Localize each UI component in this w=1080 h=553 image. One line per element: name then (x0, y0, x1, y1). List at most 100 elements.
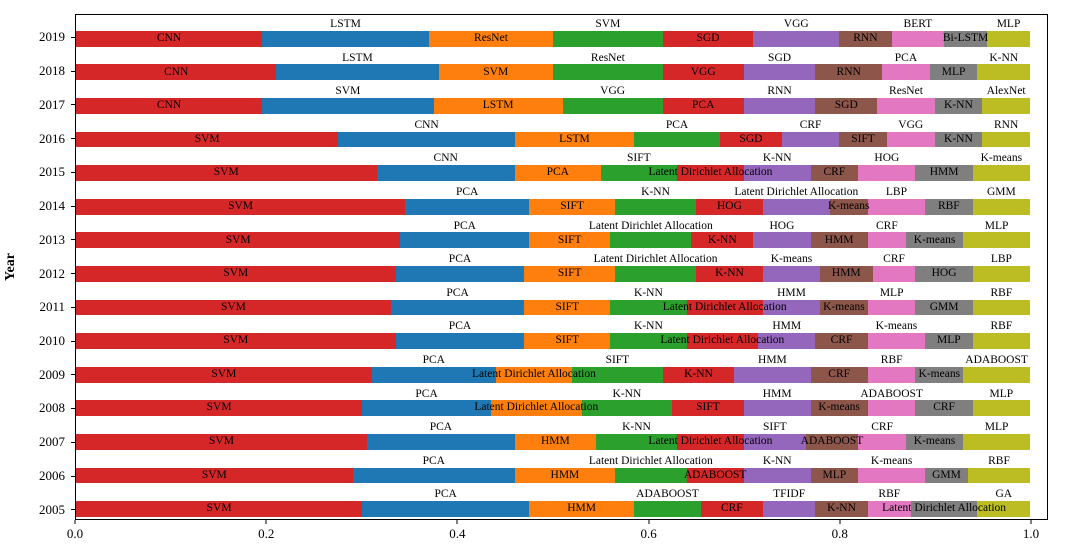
segment-label-inside: SIFT (555, 334, 580, 347)
segment-label-above: PCA (665, 118, 689, 131)
bar-segment (858, 165, 916, 181)
bar-segment (972, 333, 1030, 349)
bar-segment: RBF (925, 198, 973, 215)
above-bar-labels: PCA K-NN HMM MLP RBF (76, 285, 1030, 299)
y-tick-label: 2009 (39, 366, 65, 382)
bar-segment (972, 299, 1030, 316)
bar-segment (972, 400, 1030, 417)
bar-segment: Latent Dirichlet Allocation (472, 366, 596, 383)
above-bar-labels: PCA K-NN Latent Dirichlet Allocation LBP GMM (76, 185, 1030, 199)
segment-label-above: MLP (984, 219, 1009, 232)
year-row-2012: PCA Latent Dirichlet Allocation K-means CRF… (76, 250, 1047, 284)
segment-label-above: PCA (894, 51, 918, 64)
bar-segment: K-NN (691, 232, 754, 249)
bar-segment (366, 433, 515, 450)
year-row-2008: PCA K-NN HMM ADABOOST MLP SVM Latent Dirichlet… (76, 385, 1047, 419)
bar-segment: HMM (514, 467, 615, 484)
bar-segment: RNN (839, 30, 892, 47)
above-bar-labels: PCA Latent Dirichlet Allocation HOG CRF MLP (76, 218, 1030, 232)
bar-segment (872, 265, 916, 282)
bar-segment (753, 232, 811, 249)
bar-segment: ADABOOST (801, 433, 863, 450)
segment-label-inside: K-means (913, 233, 956, 246)
year-row-2016: CNN PCA CRF VGG RNN SVM LSTM SGD SIFT K-NN (76, 116, 1047, 150)
segment-label-above: ADABOOST (860, 387, 923, 400)
bar-segment (610, 333, 687, 349)
segment-label-above: RBF (990, 286, 1013, 299)
bar-segment: SIFT (839, 131, 887, 148)
bar-segment (614, 265, 697, 282)
bar-segment: K-NN (815, 501, 868, 517)
year-row-2015: CNN SIFT K-NN HOG K-means SVM PCA Latent Dirich… (76, 149, 1047, 183)
segment-label-inside: ADABOOST (800, 435, 864, 448)
year-row-2019: LSTM SVM VGG BERT MLP CNN ResNet SGD RNN Bi-LSTM (76, 15, 1047, 49)
bar-segment: SVM (76, 366, 372, 383)
segment-label-inside: SGD (739, 132, 763, 145)
segment-label-above: K-NN (762, 454, 792, 467)
y-tick-mark (71, 70, 75, 72)
year-row-2013: PCA Latent Dirichlet Allocation HOG CRF MLP S… (76, 217, 1047, 251)
segment-label-inside: CNN (156, 99, 182, 112)
bar-segment: K-NN (662, 366, 735, 383)
segment-label-above: LSTM (342, 51, 373, 64)
bar-segment (734, 366, 811, 383)
segment-label-above: PCA (422, 454, 445, 467)
y-axis-tick-labels: 2019 2018 2017 2016 2015 2014 2013 2012 2011 2010… (0, 14, 75, 520)
bar-segment (400, 232, 530, 249)
segment-label-above: BERT (903, 18, 933, 31)
stacked-bar: SVM SIFT K-NN HMM K-means (76, 232, 1030, 249)
year-row-2009: PCA SIFT HMM RBF ADABOOST SVM Latent Dirichlet… (76, 351, 1047, 385)
segment-label-above: ResNet (889, 85, 923, 98)
segment-label-above: MLP (996, 18, 1021, 31)
bar-segment: Latent Dirichlet Allocation (663, 299, 787, 316)
segment-label-above: CRF (883, 253, 905, 266)
bar-segment: CRF (700, 501, 763, 517)
bar-segment: HOG (696, 198, 763, 215)
segment-label-inside: SIFT (851, 132, 875, 145)
bar-segment: HMM (820, 265, 873, 282)
stacked-bar: SVM PCA Latent Dirichlet Allocation CRF HMM (76, 165, 1030, 181)
segment-label-above: CRF (871, 421, 893, 434)
segment-label-above: HOG (874, 152, 900, 165)
segment-label-above: VGG (898, 118, 924, 131)
bar-segment (867, 366, 916, 383)
segment-label-above: RBF (880, 353, 903, 366)
above-bar-labels: PCA SIFT HMM RBF ADABOOST (76, 353, 1030, 367)
segment-label-above: CNN (433, 152, 458, 165)
x-tick-mark (648, 520, 650, 524)
segment-label-above: K-means (870, 454, 913, 467)
above-bar-labels: SVM VGG RNN ResNet AlexNet (76, 84, 1030, 98)
segment-label-above: AlexNet (986, 85, 1026, 98)
segment-label-inside: ResNet (474, 31, 508, 44)
segment-label-inside: RNN (836, 65, 861, 78)
segment-label-inside: ADABOOST (683, 468, 747, 481)
y-tick-label: 2007 (39, 434, 65, 450)
year-row-2006: PCA Latent Dirichlet Allocation K-NN K-mean… (76, 452, 1047, 486)
bar-segment: SVM (76, 333, 396, 349)
segment-label-above: ResNet (590, 51, 625, 64)
segment-label-above: TFIDF (773, 488, 806, 501)
segment-label-above: PCA (446, 286, 469, 299)
year-row-2014: PCA K-NN Latent Dirichlet Allocation LBP GMM… (76, 183, 1047, 217)
segment-label-inside: CNN (164, 65, 189, 78)
bar-segment (614, 467, 687, 484)
segment-label-inside: LSTM (482, 99, 514, 112)
segment-label-above: VGG (783, 18, 809, 31)
segment-label-inside: SGD (834, 99, 858, 112)
bar-segment (982, 131, 1030, 148)
bar-segment: GMM (924, 467, 968, 484)
bar-segment (352, 467, 515, 484)
y-tick-label: 2018 (39, 63, 65, 79)
segment-label-above: PCA (448, 253, 472, 266)
stacked-bar: SVM SIFT Latent Dirichlet Allocation CRF MLP (76, 333, 1030, 349)
stacked-bar: CNN ResNet SGD RNN Bi-LSTM (76, 30, 1030, 47)
bar-segment (743, 467, 811, 484)
stacked-bar: SVM SIFT K-NN HMM HOG (76, 265, 1030, 282)
above-bar-labels: CNN PCA CRF VGG RNN (76, 117, 1030, 131)
bar-segment (572, 366, 663, 383)
bar-segment (963, 232, 1030, 249)
segment-label-inside: SVM (225, 233, 251, 246)
y-tick: 2018 (0, 48, 75, 82)
bar-segment (581, 400, 673, 417)
segment-label-inside: Latent Dirichlet Allocation (474, 401, 599, 414)
